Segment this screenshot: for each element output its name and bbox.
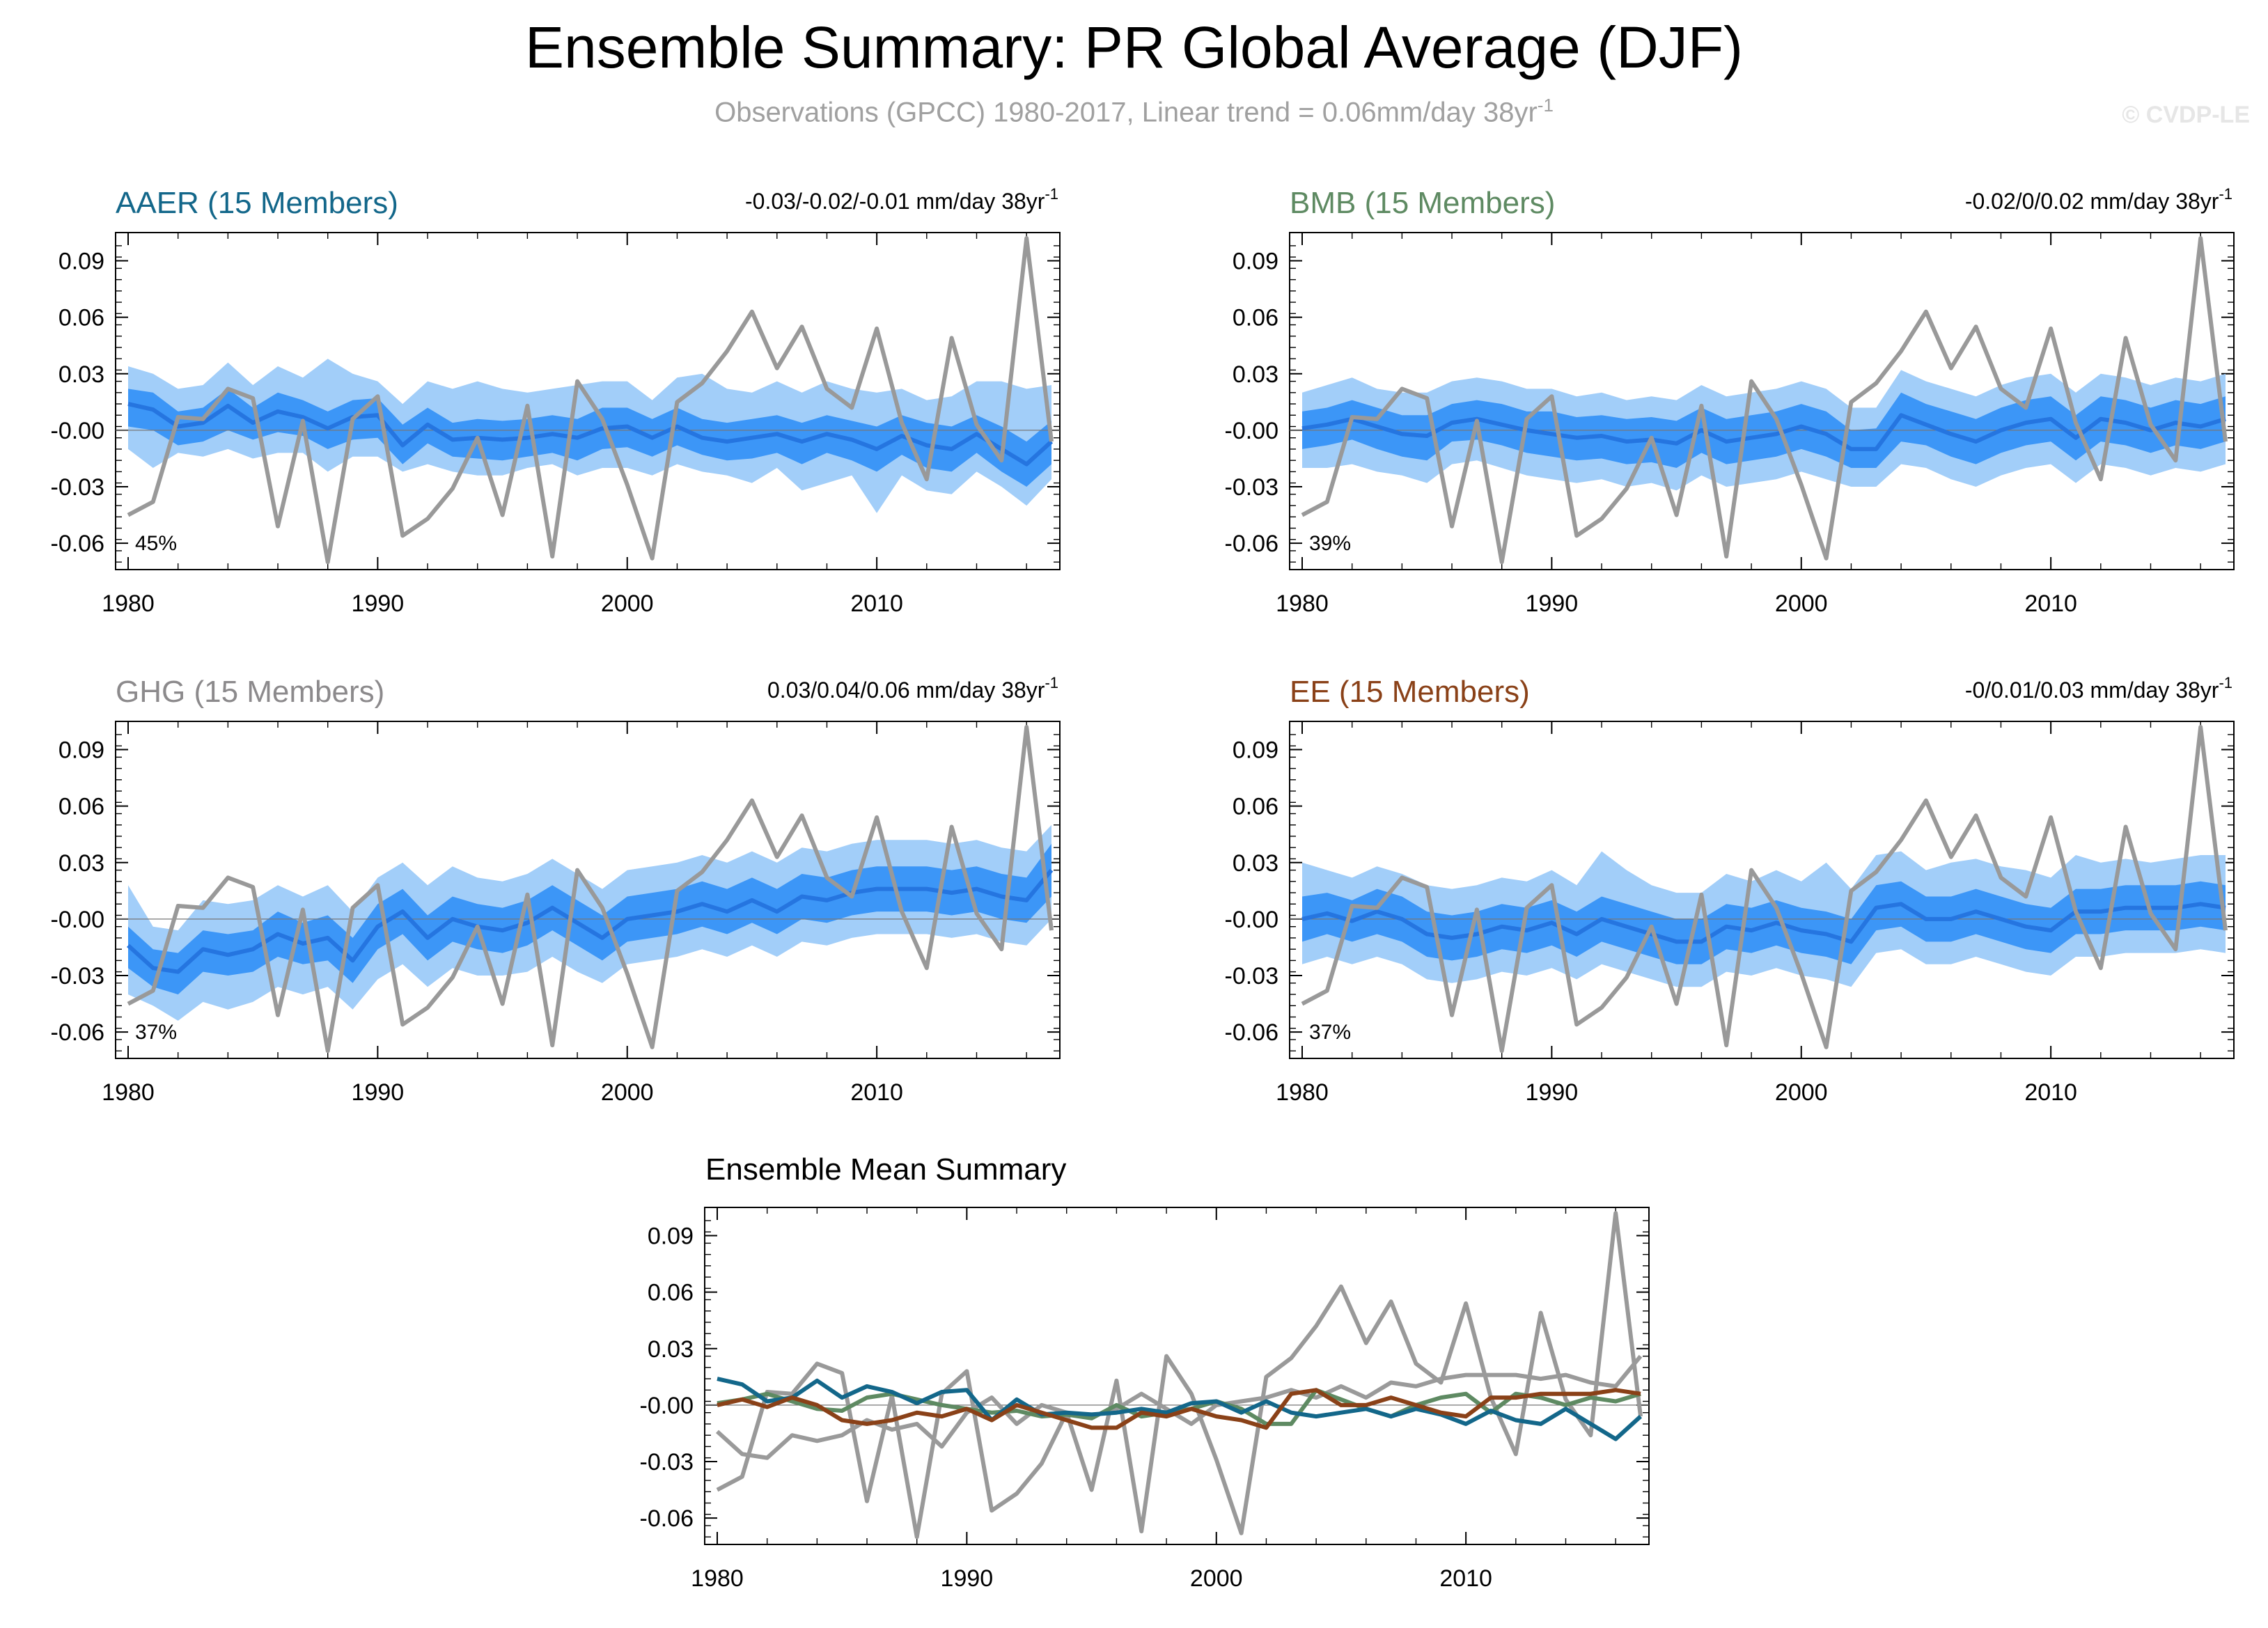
y-tick-label: 0.09: [1233, 737, 1278, 764]
panel-title: GHG (15 Members): [116, 675, 384, 709]
trend-text: 0.03/0.04/0.06 mm/day 38yr: [767, 678, 1045, 703]
panel-mean: 0.09 0.06 0.03 -0.00 -0.03 -0.06 1980 1990 2000 2…: [640, 1152, 1650, 1592]
y-tick-label: -0.00: [51, 907, 105, 933]
y-tick-label: -0.00: [1225, 418, 1279, 444]
x-tick-label: 1990: [352, 590, 405, 617]
x-tick-label: 2010: [2024, 590, 2077, 617]
mean-line-aaer: [717, 1377, 1643, 1441]
trend-label: -0.03/-0.02/-0.01 mm/day 38yr-1: [745, 185, 1058, 214]
x-tick-label: 1980: [1276, 1079, 1329, 1106]
cvdp-credit: © CVDP-LE: [2122, 102, 2250, 128]
panel-bmb: 0.09 0.06 0.03 -0.00 -0.03 -0.06 1980 1990 2000 2…: [1225, 185, 2235, 617]
panel-title: AAER (15 Members): [116, 186, 398, 220]
y-tick-label: 0.06: [648, 1280, 694, 1306]
x-tick-label: 2010: [1439, 1565, 1492, 1592]
observations-line: [127, 725, 1054, 1054]
y-tick-label: -0.06: [51, 531, 105, 557]
x-tick-label: 1990: [1526, 590, 1579, 617]
y-tick-label: -0.00: [640, 1393, 694, 1419]
subtitle-text: Observations (GPCC) 1980-2017, Linear tr…: [714, 97, 1538, 128]
panel-title: Ensemble Mean Summary: [705, 1152, 1066, 1187]
y-tick-label: -0.03: [640, 1449, 694, 1476]
x-tick-label: 1980: [691, 1565, 744, 1592]
y-tick-label: 0.06: [1233, 794, 1278, 820]
panel-title: BMB (15 Members): [1290, 186, 1555, 220]
x-tick-label: 2000: [1775, 1079, 1828, 1106]
x-tick-label: 1990: [352, 1079, 405, 1106]
y-tick-label: 0.03: [58, 850, 104, 877]
observations-line: [127, 236, 1054, 565]
percent-label: 39%: [1309, 532, 1351, 555]
trend-superscript: -1: [1045, 674, 1058, 691]
trend-label: 0.03/0.04/0.06 mm/day 38yr-1: [767, 674, 1058, 703]
y-tick-label: 0.09: [648, 1223, 694, 1250]
trend-superscript: -1: [2219, 674, 2232, 691]
panel-title: EE (15 Members): [1290, 675, 1530, 709]
panel-ghg: 0.09 0.06 0.03 -0.00 -0.03 -0.06 1980 1990 2000 2…: [51, 674, 1061, 1106]
y-tick-label: -0.06: [1225, 1019, 1279, 1046]
x-tick-label: 2000: [1775, 590, 1828, 617]
y-tick-label: -0.06: [51, 1019, 105, 1046]
x-tick-label: 1980: [1276, 590, 1329, 617]
y-tick-label: -0.03: [51, 963, 105, 989]
panel-aaer: 0.09 0.06 0.03 -0.00 -0.03 -0.06 1980 1990 2000 2…: [51, 185, 1061, 617]
x-tick-label: 1990: [941, 1565, 994, 1592]
percent-label: 37%: [135, 1021, 177, 1044]
ensemble-mean-line: [127, 402, 1054, 467]
x-tick-label: 2010: [2024, 1079, 2077, 1106]
trend-text: -0.02/0/0.02 mm/day 38yr: [1965, 189, 2219, 214]
y-tick-label: -0.03: [51, 474, 105, 501]
observations-line: [1301, 236, 2228, 565]
y-tick-label: 0.09: [1233, 249, 1278, 275]
trend-superscript: -1: [1045, 185, 1058, 203]
x-tick-label: 2000: [601, 1079, 654, 1106]
trend-text: -0.03/-0.02/-0.01 mm/day 38yr: [745, 189, 1045, 214]
y-tick-label: 0.03: [648, 1336, 694, 1363]
observations-line: [716, 1211, 1643, 1540]
inner-spread-band: [1302, 881, 2226, 964]
y-tick-label: -0.03: [1225, 963, 1279, 989]
y-tick-label: 0.06: [58, 794, 104, 820]
x-tick-label: 2010: [850, 590, 903, 617]
mean-line-ee: [717, 1388, 1641, 1430]
ensemble-mean-line: [1301, 902, 2226, 944]
trend-text: -0/0.01/0.03 mm/day 38yr: [1965, 678, 2219, 703]
percent-label: 45%: [135, 532, 177, 555]
y-tick-label: -0.03: [1225, 474, 1279, 501]
y-tick-label: -0.06: [640, 1505, 694, 1532]
panel-ee: 0.09 0.06 0.03 -0.00 -0.03 -0.06 1980 1990 2000 2…: [1225, 674, 2235, 1106]
figure-title: Ensemble Summary: PR Global Average (DJF…: [524, 15, 1744, 80]
y-tick-label: -0.00: [1225, 907, 1279, 933]
observations-line: [1301, 725, 2228, 1054]
y-tick-label: 0.09: [58, 737, 104, 764]
ensemble-mean-line: [1301, 413, 2226, 451]
y-tick-label: 0.06: [1233, 305, 1278, 331]
trend-superscript: -1: [2219, 185, 2232, 203]
x-tick-label: 1980: [102, 1079, 155, 1106]
x-tick-label: 2000: [601, 590, 654, 617]
y-tick-label: 0.03: [1233, 361, 1278, 388]
x-tick-label: 2010: [850, 1079, 903, 1106]
x-tick-label: 1990: [1526, 1079, 1579, 1106]
y-tick-label: -0.06: [1225, 531, 1279, 557]
percent-label: 37%: [1309, 1021, 1351, 1044]
trend-label: -0/0.01/0.03 mm/day 38yr-1: [1965, 674, 2232, 703]
trend-label: -0.02/0/0.02 mm/day 38yr-1: [1965, 185, 2232, 214]
subtitle-superscript: -1: [1537, 95, 1554, 116]
y-tick-label: 0.09: [58, 249, 104, 275]
y-tick-label: 0.03: [1233, 850, 1278, 877]
y-tick-label: 0.06: [58, 305, 104, 331]
y-tick-label: 0.03: [58, 361, 104, 388]
x-tick-label: 2000: [1190, 1565, 1243, 1592]
y-tick-label: -0.00: [51, 418, 105, 444]
x-tick-label: 1980: [102, 590, 155, 617]
figure-subtitle: Observations (GPCC) 1980-2017, Linear tr…: [0, 95, 2268, 128]
